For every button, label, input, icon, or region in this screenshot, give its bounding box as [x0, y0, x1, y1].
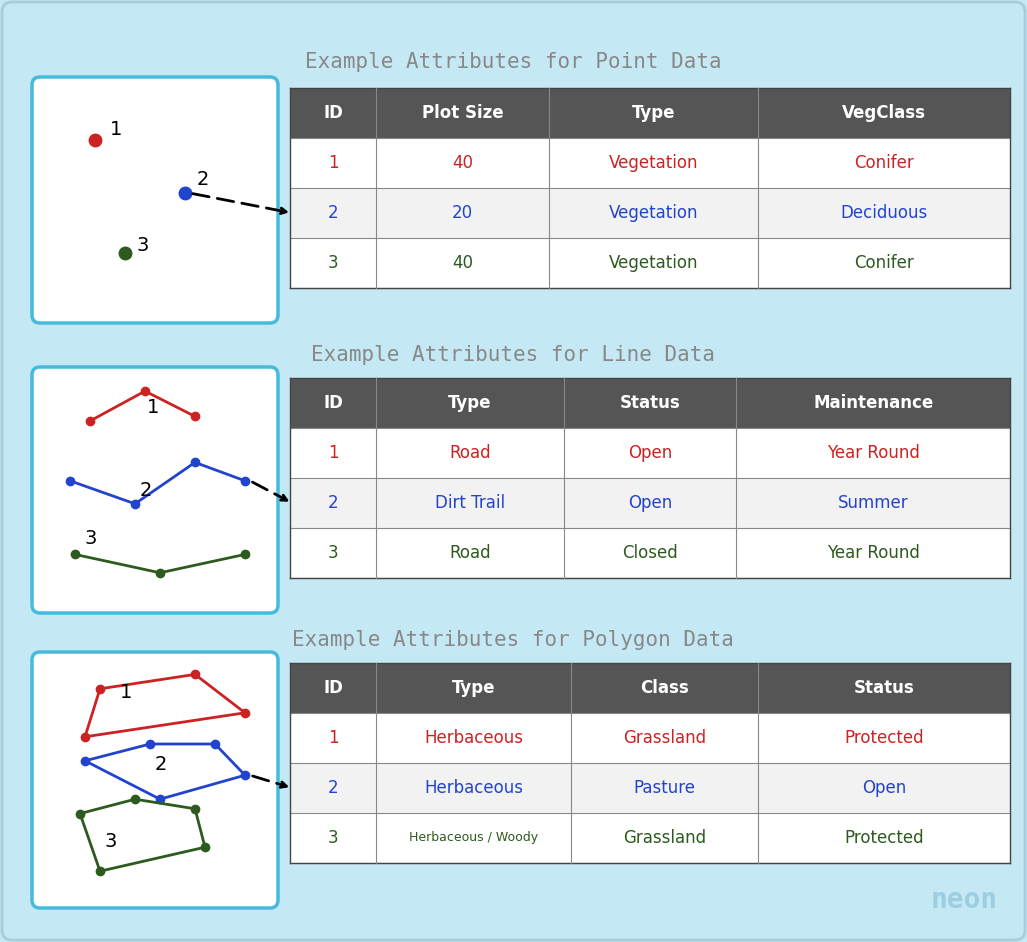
Text: 40: 40 — [452, 254, 473, 272]
FancyBboxPatch shape — [32, 367, 278, 613]
Bar — [290, 713, 1010, 763]
Text: 1: 1 — [328, 729, 339, 747]
Bar — [290, 763, 1010, 813]
Text: 3: 3 — [328, 829, 339, 847]
Text: Dirt Trail: Dirt Trail — [435, 494, 505, 512]
Text: Herbaceous: Herbaceous — [424, 729, 523, 747]
Bar — [290, 663, 1010, 713]
Bar — [290, 813, 1010, 863]
Text: Status: Status — [619, 394, 680, 412]
Bar — [290, 138, 1010, 188]
Bar — [290, 238, 1010, 288]
Text: Herbaceous / Woody: Herbaceous / Woody — [409, 832, 538, 844]
Text: Open: Open — [627, 494, 672, 512]
Text: Grassland: Grassland — [622, 829, 706, 847]
Bar — [290, 188, 1010, 238]
Text: 3: 3 — [85, 529, 98, 548]
Text: Example Attributes for Polygon Data: Example Attributes for Polygon Data — [292, 630, 734, 650]
Text: Vegetation: Vegetation — [609, 204, 698, 222]
Text: 2: 2 — [328, 204, 339, 222]
Text: 2: 2 — [140, 480, 152, 500]
Bar — [290, 478, 1010, 528]
Text: Closed: Closed — [622, 544, 678, 562]
Text: Example Attributes for Point Data: Example Attributes for Point Data — [305, 52, 721, 72]
Text: 1: 1 — [110, 121, 122, 139]
Bar — [290, 528, 1010, 578]
Text: 2: 2 — [328, 779, 339, 797]
Text: Road: Road — [449, 444, 491, 462]
Text: 40: 40 — [452, 154, 473, 172]
Text: Conifer: Conifer — [854, 154, 914, 172]
Text: neon: neon — [931, 886, 998, 914]
Text: Type: Type — [452, 679, 495, 697]
Text: 1: 1 — [147, 398, 159, 417]
Text: Herbaceous: Herbaceous — [424, 779, 523, 797]
Text: Deciduous: Deciduous — [840, 204, 927, 222]
Text: 3: 3 — [328, 544, 339, 562]
Text: VegClass: VegClass — [842, 104, 926, 122]
Text: Status: Status — [853, 679, 914, 697]
Text: Plot Size: Plot Size — [422, 104, 503, 122]
Text: Vegetation: Vegetation — [609, 254, 698, 272]
Text: Summer: Summer — [838, 494, 909, 512]
Text: Type: Type — [632, 104, 676, 122]
Text: Class: Class — [640, 679, 689, 697]
Text: Year Round: Year Round — [827, 544, 919, 562]
Text: 2: 2 — [328, 494, 339, 512]
Text: 2: 2 — [197, 171, 210, 189]
Text: 1: 1 — [328, 444, 339, 462]
Text: 20: 20 — [452, 204, 473, 222]
Text: Protected: Protected — [844, 729, 924, 747]
FancyBboxPatch shape — [32, 77, 278, 323]
Text: ID: ID — [324, 679, 343, 697]
Text: 3: 3 — [105, 832, 117, 852]
Text: Road: Road — [449, 544, 491, 562]
Text: Example Attributes for Line Data: Example Attributes for Line Data — [311, 345, 715, 365]
Text: 3: 3 — [137, 236, 149, 255]
FancyBboxPatch shape — [32, 652, 278, 908]
Text: Maintenance: Maintenance — [813, 394, 934, 412]
Text: Year Round: Year Round — [827, 444, 919, 462]
Text: Open: Open — [627, 444, 672, 462]
Text: 1: 1 — [120, 683, 132, 703]
Bar — [290, 428, 1010, 478]
Text: ID: ID — [324, 104, 343, 122]
Text: Pasture: Pasture — [634, 779, 695, 797]
Text: Type: Type — [448, 394, 492, 412]
Bar — [290, 378, 1010, 428]
Text: ID: ID — [324, 394, 343, 412]
Text: Conifer: Conifer — [854, 254, 914, 272]
Text: 2: 2 — [155, 755, 167, 774]
Text: Grassland: Grassland — [622, 729, 706, 747]
Text: 3: 3 — [328, 254, 339, 272]
Text: Vegetation: Vegetation — [609, 154, 698, 172]
Text: 1: 1 — [328, 154, 339, 172]
Text: Open: Open — [862, 779, 906, 797]
Text: Protected: Protected — [844, 829, 924, 847]
Bar — [290, 88, 1010, 138]
